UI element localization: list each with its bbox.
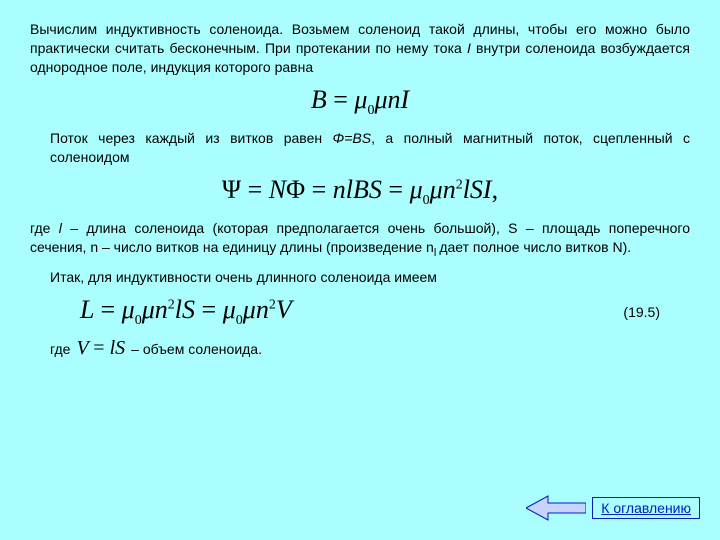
inline-formula: V = lS (76, 337, 125, 360)
para3-text-c: дает полное число витков N). (439, 239, 631, 255)
paragraph-4: Итак, для индуктивности очень длинного с… (30, 268, 690, 287)
slide-page: Вычислим индуктивность соленоида. Возьме… (0, 0, 720, 540)
equation-number: (19.5) (623, 304, 690, 320)
paragraph-2: Поток через каждый из витков равен Φ=BS,… (30, 129, 690, 167)
formula-3: L = μ0μn2lS = μ0μn2V (30, 295, 292, 329)
para5-text-a: где (50, 341, 70, 357)
toc-link[interactable]: К оглавлению (592, 497, 700, 519)
formula-2: Ψ = NΦ = nlBS = μ0μn2lSI, (30, 175, 690, 209)
formula-3-row: L = μ0μn2lS = μ0μn2V (19.5) (30, 295, 690, 329)
arrow-left-icon (526, 494, 586, 522)
paragraph-5: где V = lS – объем соленоида. (30, 337, 690, 360)
paragraph-3: где l – длина соленоида (которая предпол… (30, 219, 690, 261)
toc-container: К оглавлению (526, 494, 700, 522)
formula-1: B = μ0μnI (30, 85, 690, 119)
para2-text-a: Поток через каждый из витков равен (50, 130, 333, 146)
para3-text-a: где (30, 220, 59, 236)
para2-italic: Φ=BS (333, 130, 372, 146)
paragraph-1: Вычислим индуктивность соленоида. Возьме… (30, 20, 690, 77)
para5-text-b: – объем соленоида. (131, 341, 262, 357)
